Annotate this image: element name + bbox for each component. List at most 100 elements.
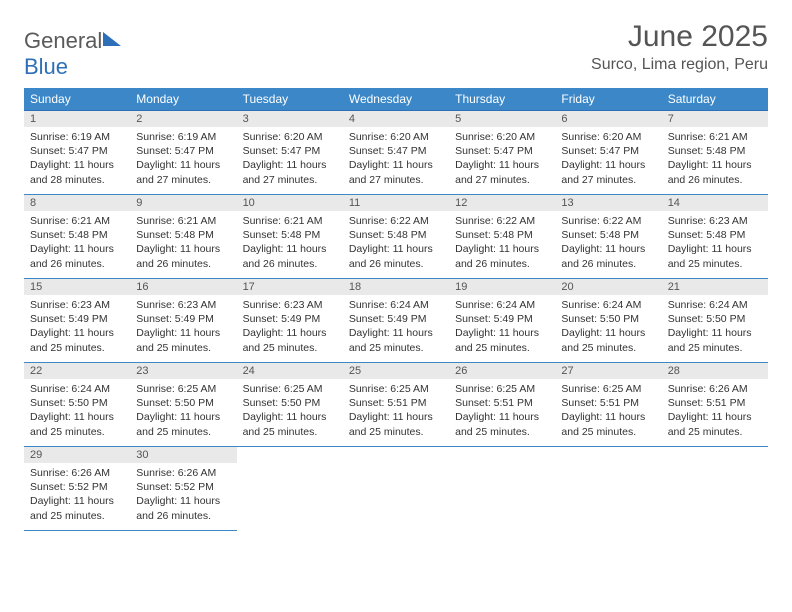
sunrise-line: Sunrise: 6:26 AM — [136, 466, 230, 480]
day-body: Sunrise: 6:25 AMSunset: 5:51 PMDaylight:… — [343, 379, 449, 442]
day-number: 21 — [662, 279, 768, 295]
calendar-row: 22Sunrise: 6:24 AMSunset: 5:50 PMDayligh… — [24, 363, 768, 447]
daylight-line: Daylight: 11 hours and 25 minutes. — [136, 410, 230, 438]
day-body: Sunrise: 6:25 AMSunset: 5:50 PMDaylight:… — [237, 379, 343, 442]
day-body: Sunrise: 6:24 AMSunset: 5:49 PMDaylight:… — [343, 295, 449, 358]
day-body: Sunrise: 6:26 AMSunset: 5:51 PMDaylight:… — [662, 379, 768, 442]
sunrise-line: Sunrise: 6:26 AM — [30, 466, 124, 480]
calendar-cell — [343, 447, 449, 531]
sunset-line: Sunset: 5:49 PM — [349, 312, 443, 326]
day-number: 2 — [130, 111, 236, 127]
day-body: Sunrise: 6:19 AMSunset: 5:47 PMDaylight:… — [24, 127, 130, 190]
sunrise-line: Sunrise: 6:21 AM — [30, 214, 124, 228]
weekday-header: Sunday — [24, 88, 130, 111]
calendar-cell: 4Sunrise: 6:20 AMSunset: 5:47 PMDaylight… — [343, 111, 449, 195]
calendar-cell: 1Sunrise: 6:19 AMSunset: 5:47 PMDaylight… — [24, 111, 130, 195]
calendar-cell — [449, 447, 555, 531]
calendar-table: Sunday Monday Tuesday Wednesday Thursday… — [24, 88, 768, 531]
calendar-cell: 22Sunrise: 6:24 AMSunset: 5:50 PMDayligh… — [24, 363, 130, 447]
daylight-line: Daylight: 11 hours and 26 minutes. — [136, 494, 230, 522]
day-number: 24 — [237, 363, 343, 379]
day-body: Sunrise: 6:20 AMSunset: 5:47 PMDaylight:… — [555, 127, 661, 190]
sunrise-line: Sunrise: 6:20 AM — [561, 130, 655, 144]
day-body: Sunrise: 6:24 AMSunset: 5:50 PMDaylight:… — [24, 379, 130, 442]
daylight-line: Daylight: 11 hours and 25 minutes. — [561, 326, 655, 354]
sunrise-line: Sunrise: 6:24 AM — [455, 298, 549, 312]
day-body: Sunrise: 6:21 AMSunset: 5:48 PMDaylight:… — [662, 127, 768, 190]
sunrise-line: Sunrise: 6:25 AM — [455, 382, 549, 396]
calendar-row: 8Sunrise: 6:21 AMSunset: 5:48 PMDaylight… — [24, 195, 768, 279]
weekday-header: Saturday — [662, 88, 768, 111]
logo-word2: Blue — [24, 54, 68, 79]
daylight-line: Daylight: 11 hours and 26 minutes. — [668, 158, 762, 186]
logo-icon — [103, 32, 121, 46]
day-body: Sunrise: 6:22 AMSunset: 5:48 PMDaylight:… — [449, 211, 555, 274]
day-number: 11 — [343, 195, 449, 211]
day-number: 5 — [449, 111, 555, 127]
daylight-line: Daylight: 11 hours and 25 minutes. — [243, 410, 337, 438]
sunrise-line: Sunrise: 6:25 AM — [136, 382, 230, 396]
sunrise-line: Sunrise: 6:26 AM — [668, 382, 762, 396]
calendar-cell: 17Sunrise: 6:23 AMSunset: 5:49 PMDayligh… — [237, 279, 343, 363]
day-number: 7 — [662, 111, 768, 127]
day-number: 8 — [24, 195, 130, 211]
header: General Blue June 2025 Surco, Lima regio… — [24, 20, 768, 80]
sunrise-line: Sunrise: 6:24 AM — [561, 298, 655, 312]
day-number: 6 — [555, 111, 661, 127]
sunset-line: Sunset: 5:51 PM — [455, 396, 549, 410]
daylight-line: Daylight: 11 hours and 25 minutes. — [668, 242, 762, 270]
day-number: 12 — [449, 195, 555, 211]
sunrise-line: Sunrise: 6:20 AM — [349, 130, 443, 144]
daylight-line: Daylight: 11 hours and 25 minutes. — [243, 326, 337, 354]
day-number: 13 — [555, 195, 661, 211]
day-number: 19 — [449, 279, 555, 295]
daylight-line: Daylight: 11 hours and 25 minutes. — [668, 410, 762, 438]
weekday-header-row: Sunday Monday Tuesday Wednesday Thursday… — [24, 88, 768, 111]
sunrise-line: Sunrise: 6:24 AM — [349, 298, 443, 312]
sunrise-line: Sunrise: 6:22 AM — [561, 214, 655, 228]
sunrise-line: Sunrise: 6:23 AM — [136, 298, 230, 312]
sunrise-line: Sunrise: 6:24 AM — [668, 298, 762, 312]
day-body: Sunrise: 6:26 AMSunset: 5:52 PMDaylight:… — [130, 463, 236, 526]
calendar-cell: 10Sunrise: 6:21 AMSunset: 5:48 PMDayligh… — [237, 195, 343, 279]
logo-text: General Blue — [24, 28, 121, 80]
weekday-header: Friday — [555, 88, 661, 111]
day-body: Sunrise: 6:25 AMSunset: 5:51 PMDaylight:… — [555, 379, 661, 442]
logo: General Blue — [24, 28, 121, 80]
daylight-line: Daylight: 11 hours and 27 minutes. — [243, 158, 337, 186]
sunset-line: Sunset: 5:49 PM — [243, 312, 337, 326]
daylight-line: Daylight: 11 hours and 26 minutes. — [243, 242, 337, 270]
day-number: 29 — [24, 447, 130, 463]
sunrise-line: Sunrise: 6:25 AM — [561, 382, 655, 396]
calendar-cell: 8Sunrise: 6:21 AMSunset: 5:48 PMDaylight… — [24, 195, 130, 279]
sunset-line: Sunset: 5:47 PM — [136, 144, 230, 158]
calendar-cell: 25Sunrise: 6:25 AMSunset: 5:51 PMDayligh… — [343, 363, 449, 447]
calendar-cell: 29Sunrise: 6:26 AMSunset: 5:52 PMDayligh… — [24, 447, 130, 531]
day-number: 14 — [662, 195, 768, 211]
sunrise-line: Sunrise: 6:25 AM — [243, 382, 337, 396]
sunset-line: Sunset: 5:51 PM — [561, 396, 655, 410]
sunset-line: Sunset: 5:50 PM — [668, 312, 762, 326]
daylight-line: Daylight: 11 hours and 25 minutes. — [30, 410, 124, 438]
daylight-line: Daylight: 11 hours and 25 minutes. — [349, 326, 443, 354]
day-number: 1 — [24, 111, 130, 127]
daylight-line: Daylight: 11 hours and 25 minutes. — [349, 410, 443, 438]
calendar-cell: 26Sunrise: 6:25 AMSunset: 5:51 PMDayligh… — [449, 363, 555, 447]
calendar-cell: 7Sunrise: 6:21 AMSunset: 5:48 PMDaylight… — [662, 111, 768, 195]
calendar-cell: 15Sunrise: 6:23 AMSunset: 5:49 PMDayligh… — [24, 279, 130, 363]
month-title: June 2025 — [591, 20, 768, 54]
sunset-line: Sunset: 5:48 PM — [561, 228, 655, 242]
sunset-line: Sunset: 5:51 PM — [349, 396, 443, 410]
calendar-cell: 28Sunrise: 6:26 AMSunset: 5:51 PMDayligh… — [662, 363, 768, 447]
sunrise-line: Sunrise: 6:23 AM — [668, 214, 762, 228]
day-number: 28 — [662, 363, 768, 379]
day-body: Sunrise: 6:21 AMSunset: 5:48 PMDaylight:… — [24, 211, 130, 274]
day-body: Sunrise: 6:24 AMSunset: 5:49 PMDaylight:… — [449, 295, 555, 358]
day-number: 18 — [343, 279, 449, 295]
calendar-cell: 19Sunrise: 6:24 AMSunset: 5:49 PMDayligh… — [449, 279, 555, 363]
daylight-line: Daylight: 11 hours and 25 minutes. — [561, 410, 655, 438]
day-body: Sunrise: 6:24 AMSunset: 5:50 PMDaylight:… — [555, 295, 661, 358]
calendar-cell — [237, 447, 343, 531]
day-number: 17 — [237, 279, 343, 295]
sunset-line: Sunset: 5:47 PM — [455, 144, 549, 158]
